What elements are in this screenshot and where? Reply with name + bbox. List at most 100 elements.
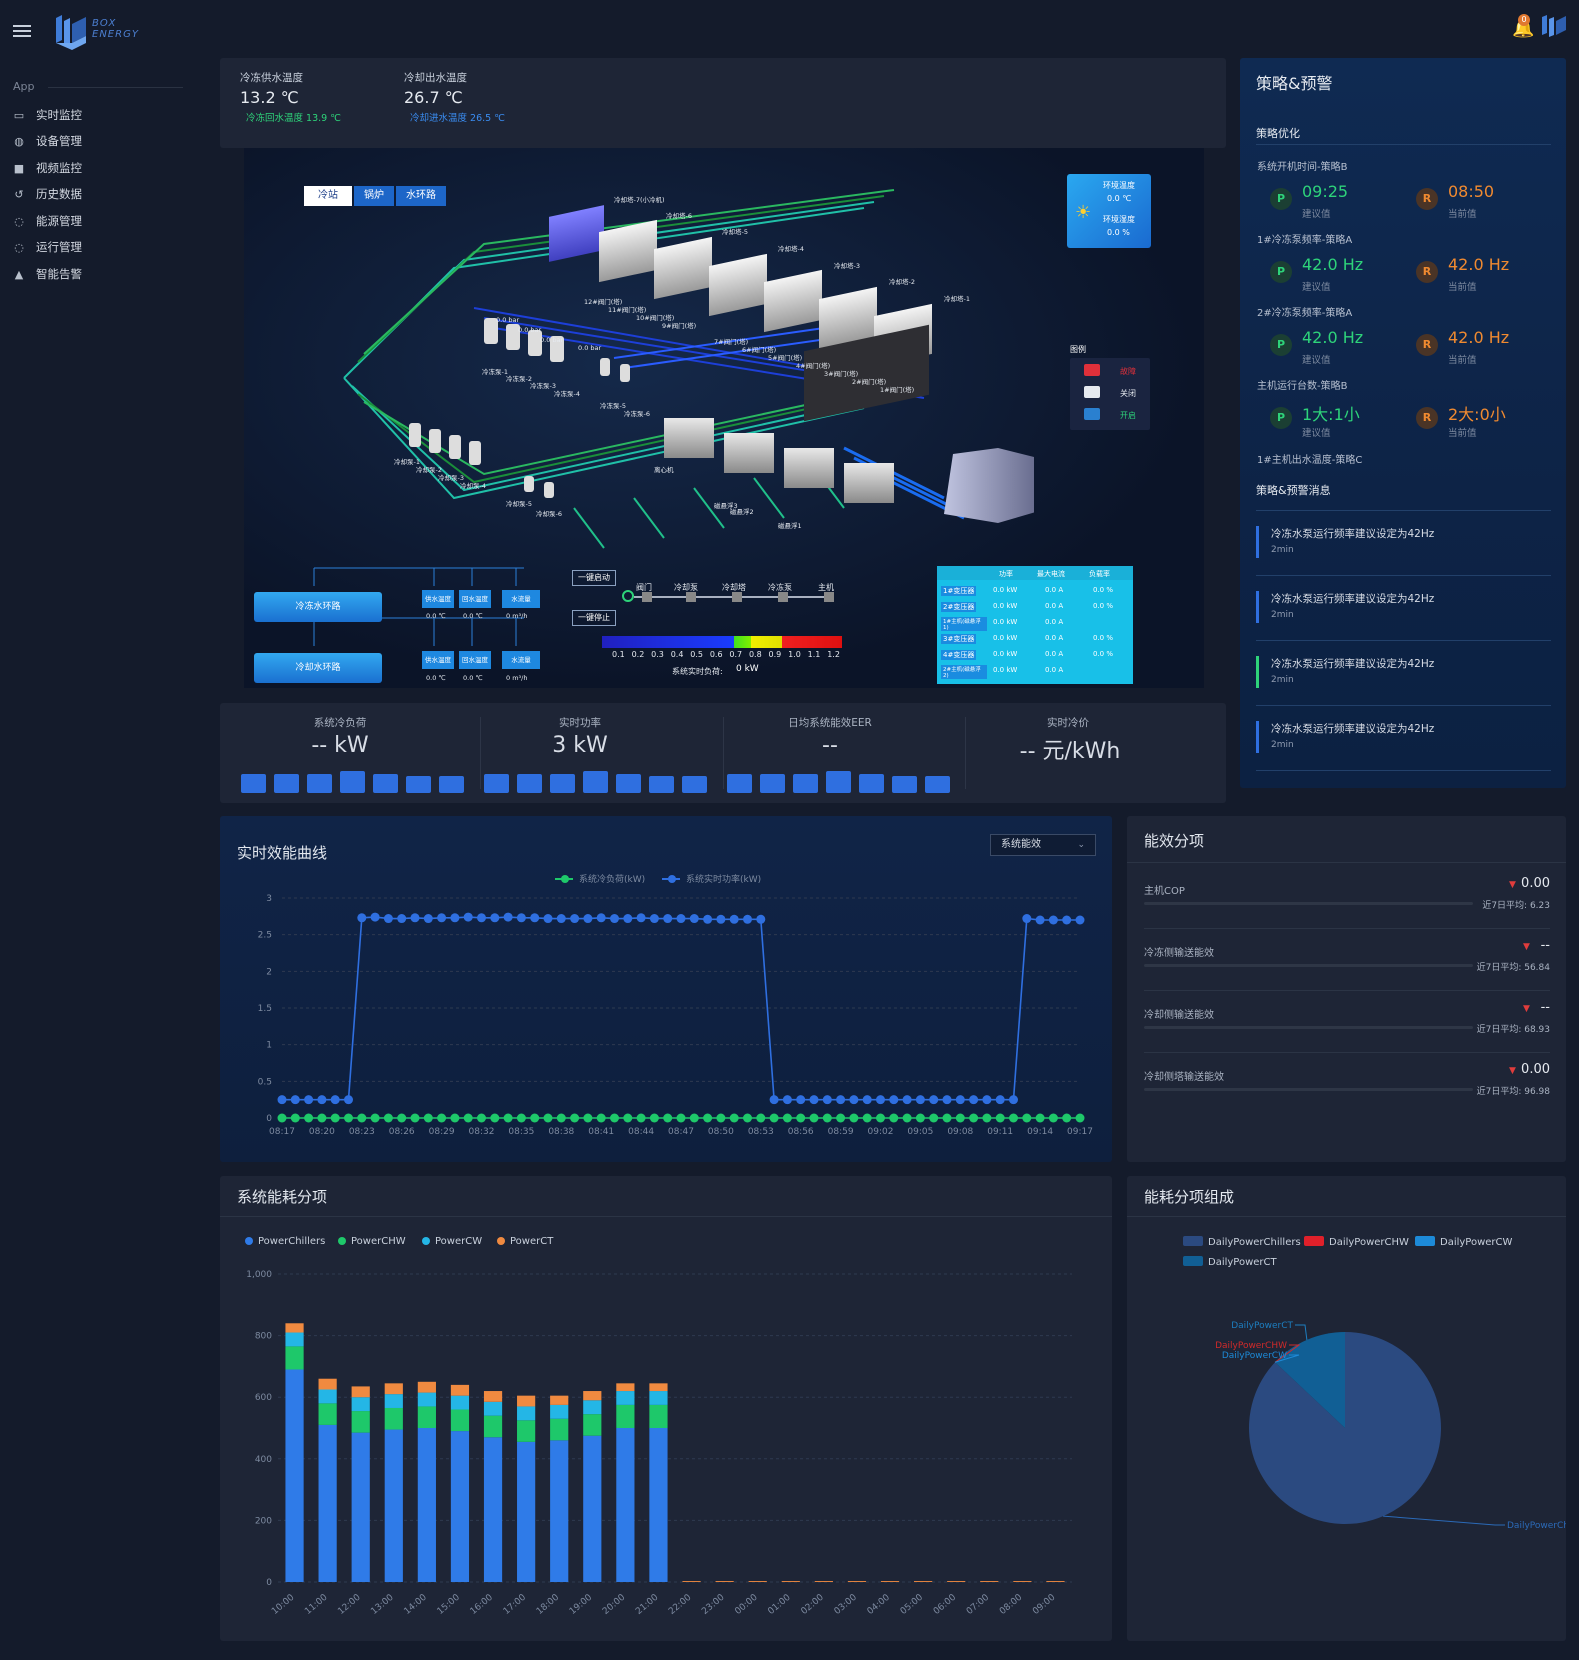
data-point bbox=[277, 1113, 287, 1123]
kpi-block bbox=[826, 771, 851, 793]
bar-segment bbox=[980, 1581, 999, 1582]
chw-pump-3[interactable] bbox=[528, 330, 542, 356]
sidebar-item-operation[interactable]: ◌ 运行管理 bbox=[12, 236, 182, 258]
chilled-supply-label: 冷冻供水温度 bbox=[240, 72, 303, 84]
chiller-maglev-3[interactable] bbox=[844, 463, 894, 503]
chw-loop-box[interactable]: 冷冻水环路 bbox=[254, 592, 382, 622]
ct-transport-value: 0.00 bbox=[1521, 1062, 1550, 1077]
legend-label: 系统冷负荷(kW) bbox=[579, 873, 645, 885]
loop-connector-lines bbox=[313, 567, 524, 646]
sidebar-item-realtime[interactable]: ▭ 实时监控 bbox=[12, 104, 182, 126]
bar-segment bbox=[384, 1407, 403, 1430]
data-point bbox=[809, 1113, 819, 1123]
chw-pump-4[interactable] bbox=[550, 336, 564, 362]
message-text[interactable]: 冷冻水泵运行频率建议设定为42Hz bbox=[1271, 658, 1435, 670]
bar-segment bbox=[616, 1391, 635, 1405]
pressure-2: 0.0 bar bbox=[518, 326, 542, 334]
sidebar-item-energy[interactable]: ◌ 能源管理 bbox=[12, 210, 182, 232]
legend-daily-ct[interactable]: DailyPowerCT bbox=[1183, 1256, 1277, 1268]
chw-pump-5[interactable] bbox=[600, 358, 610, 376]
x-tick-label: 14:00 bbox=[403, 1592, 430, 1617]
data-point bbox=[344, 1113, 353, 1123]
kpi-block bbox=[274, 774, 299, 793]
cw-pump-2[interactable] bbox=[429, 429, 441, 453]
data-point bbox=[490, 1113, 500, 1123]
data-point bbox=[304, 1113, 314, 1123]
chw-pump-1[interactable] bbox=[484, 318, 498, 344]
cw-pump-1[interactable] bbox=[409, 423, 421, 447]
bar-segment bbox=[1046, 1581, 1065, 1582]
load-tick: 0.3 bbox=[651, 650, 664, 659]
message-text[interactable]: 冷冻水泵运行频率建议设定为42Hz bbox=[1271, 528, 1435, 540]
data-point bbox=[570, 914, 580, 924]
bar-segment bbox=[914, 1581, 933, 1582]
valve-label: 12#阀门(塔) bbox=[584, 298, 623, 306]
chiller-centrifugal[interactable] bbox=[664, 418, 714, 458]
sidebar-item-devices[interactable]: ◍ 设备管理 bbox=[12, 130, 182, 152]
data-point bbox=[450, 913, 460, 923]
pump-label: 冷冻泵-2 bbox=[506, 375, 532, 383]
suggest-label: 建议值 bbox=[1302, 282, 1331, 293]
kpi-block bbox=[793, 774, 818, 793]
sidebar-item-history[interactable]: ↺ 历史数据 bbox=[12, 183, 182, 205]
legend-daily-cw[interactable]: DailyPowerCW bbox=[1415, 1236, 1512, 1248]
legend-power-ct[interactable]: PowerCT bbox=[497, 1236, 553, 1247]
legend-daily-chillers[interactable]: DailyPowerChillers bbox=[1183, 1236, 1301, 1248]
row-rate: 0.0 % bbox=[1093, 586, 1114, 594]
data-point bbox=[450, 1113, 460, 1123]
legend-daily-chw[interactable]: DailyPowerCHW bbox=[1304, 1236, 1409, 1248]
kpi-block bbox=[406, 776, 431, 793]
chw-pump-2[interactable] bbox=[506, 324, 520, 350]
row-current: 0.0 A bbox=[1045, 634, 1064, 642]
cw-pump-4[interactable] bbox=[469, 441, 481, 465]
data-point bbox=[889, 1095, 899, 1105]
kpi-block bbox=[550, 774, 575, 793]
chw-pump-6[interactable] bbox=[620, 364, 630, 382]
cw-pump-label: 冷却泵-4 bbox=[460, 482, 486, 490]
startup-current-value: 08:50 bbox=[1448, 182, 1495, 201]
menu-icon[interactable] bbox=[13, 25, 31, 37]
legend-label: DailyPowerCHW bbox=[1329, 1237, 1409, 1248]
row-power: 0.0 kW bbox=[993, 634, 1018, 642]
bar-segment bbox=[649, 1404, 668, 1428]
pump1-current-value: 42.0 Hz bbox=[1448, 255, 1510, 274]
sidebar-item-video[interactable]: ■ 视频监控 bbox=[12, 157, 182, 179]
load-ticks: 0.1 0.2 0.3 0.4 0.5 0.6 0.7 0.8 0.9 1.0 1.1 1.2 bbox=[612, 650, 840, 662]
chw-transport-avg: 56.84 bbox=[1524, 963, 1550, 973]
data-point bbox=[955, 1113, 965, 1123]
tab-boiler[interactable]: 锅炉 bbox=[354, 186, 394, 206]
alarm-icon: ▲ bbox=[14, 267, 24, 281]
cw-loop-box[interactable]: 冷却水环路 bbox=[254, 653, 382, 683]
legend-power-chillers[interactable]: PowerChillers bbox=[245, 1236, 325, 1247]
x-tick-label: 04:00 bbox=[866, 1592, 893, 1617]
strategy-caption-outlet-temp: 1#主机出水温度-策略C bbox=[1257, 455, 1363, 466]
valve-label: 10#阀门(塔) bbox=[636, 314, 675, 322]
strategy-messages-heading: 策略&预警消息 bbox=[1256, 484, 1331, 497]
x-tick-label: 08:00 bbox=[998, 1592, 1025, 1617]
cw-pump-3[interactable] bbox=[449, 435, 461, 459]
message-text[interactable]: 冷冻水泵运行频率建议设定为42Hz bbox=[1271, 593, 1435, 605]
data-point bbox=[437, 913, 447, 923]
cw-pump-6[interactable] bbox=[544, 482, 554, 498]
chiller-label: 磁悬浮3 bbox=[714, 502, 738, 510]
data-point bbox=[782, 1095, 792, 1105]
legend-power-cw[interactable]: PowerCW bbox=[422, 1236, 482, 1247]
legend-power-chw[interactable]: PowerCHW bbox=[338, 1236, 406, 1247]
bar-segment bbox=[318, 1378, 337, 1390]
data-point bbox=[397, 914, 407, 924]
chiller-maglev-1[interactable] bbox=[784, 448, 834, 488]
sidebar-item-alarm[interactable]: ▲ 智能告警 bbox=[12, 263, 182, 285]
avatar[interactable] bbox=[1540, 12, 1568, 40]
tab-chiller-station[interactable]: 冷站 bbox=[304, 186, 352, 206]
cw-pump-5[interactable] bbox=[524, 476, 534, 492]
data-point bbox=[969, 1113, 979, 1123]
chiller-maglev-2[interactable] bbox=[724, 433, 774, 473]
metric-select[interactable]: 系统能效 ⌄ bbox=[990, 834, 1096, 856]
tab-water-loop[interactable]: 水环路 bbox=[396, 186, 446, 206]
one-key-start-button[interactable]: 一键启动 bbox=[572, 570, 616, 586]
message-text[interactable]: 冷冻水泵运行频率建议设定为42Hz bbox=[1271, 723, 1435, 735]
suggest-p-icon: P bbox=[1270, 334, 1292, 356]
efficiency-curve-panel: 实时效能曲线 系统能效 ⌄ 0 0.5 1 1.5 2 2.5 3 08:17 08:20 08:… bbox=[220, 816, 1112, 1162]
one-key-stop-button[interactable]: 一键停止 bbox=[572, 610, 616, 626]
avg-prefix: 近7日平均: bbox=[1476, 1025, 1525, 1035]
